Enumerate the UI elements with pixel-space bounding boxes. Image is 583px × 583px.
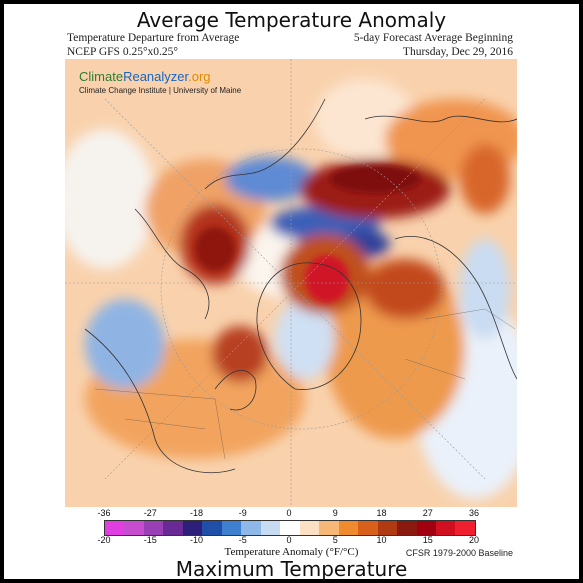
fahrenheit-tick-label: -27 — [144, 508, 157, 518]
celsius-tick-label: -5 — [239, 535, 247, 545]
header-right: 5-day Forecast Average Beginning Thursda… — [354, 31, 513, 59]
fahrenheit-tick-label: 18 — [376, 508, 386, 518]
colorbar-swatch — [105, 521, 124, 535]
colorbar-swatch — [417, 521, 436, 535]
colorbar-swatch — [124, 521, 143, 535]
anomaly-map: ClimateReanalyzer.org Climate Change Ins… — [65, 59, 517, 507]
colorbar-swatch — [144, 521, 163, 535]
fahrenheit-tick-label: -18 — [190, 508, 203, 518]
celsius-tick-label: 15 — [423, 535, 433, 545]
colorbar-swatch — [455, 521, 474, 535]
fahrenheit-tick-label: -9 — [239, 508, 247, 518]
bottom-title: Maximum Temperature — [4, 557, 579, 581]
header-left-line1: Temperature Departure from Average — [67, 31, 239, 45]
colorbar-swatch — [378, 521, 397, 535]
celsius-tick-label: 0 — [286, 535, 291, 545]
fahrenheit-tick-label: 9 — [333, 508, 338, 518]
celsius-tick-label: 20 — [469, 535, 479, 545]
celsius-tick-label: -10 — [190, 535, 203, 545]
header-right-line1: 5-day Forecast Average Beginning — [354, 31, 513, 45]
fahrenheit-tick-label: 27 — [423, 508, 433, 518]
figure-frame: Average Temperature Anomaly Temperature … — [4, 4, 579, 579]
celsius-tick-label: 5 — [333, 535, 338, 545]
colorbar-swatch — [300, 521, 319, 535]
fahrenheit-tick-label: -36 — [97, 508, 110, 518]
polar-map-graphic — [65, 59, 517, 507]
header-left: Temperature Departure from Average NCEP … — [67, 31, 239, 59]
colorbar-swatch — [202, 521, 221, 535]
colorbar-swatch — [358, 521, 377, 535]
celsius-tick-label: 10 — [376, 535, 386, 545]
colorbar-swatch — [241, 521, 260, 535]
colorbar-swatch — [319, 521, 338, 535]
header-right-line2: Thursday, Dec 29, 2016 — [354, 45, 513, 59]
colorbar-swatch — [397, 521, 416, 535]
fahrenheit-ticks: -36-27-18-909182736 — [104, 508, 474, 520]
header-left-line2: NCEP GFS 0.25°x0.25° — [67, 45, 239, 59]
colorbar — [104, 520, 476, 536]
top-title: Average Temperature Anomaly — [4, 8, 579, 32]
colorbar-swatch — [261, 521, 280, 535]
logo-text: ClimateReanalyzer.org — [79, 70, 241, 84]
colorbar-swatch — [280, 521, 299, 535]
colorbar-swatch — [183, 521, 202, 535]
colorbar-swatch — [436, 521, 455, 535]
colorbar-swatch — [163, 521, 182, 535]
logo-subtitle: Climate Change Institute | University of… — [79, 84, 241, 98]
fahrenheit-tick-label: 0 — [286, 508, 291, 518]
colorbar-swatch — [339, 521, 358, 535]
fahrenheit-tick-label: 36 — [469, 508, 479, 518]
celsius-tick-label: -15 — [144, 535, 157, 545]
celsius-tick-label: -20 — [97, 535, 110, 545]
colorbar-swatch — [222, 521, 241, 535]
logo: ClimateReanalyzer.org Climate Change Ins… — [79, 70, 241, 98]
